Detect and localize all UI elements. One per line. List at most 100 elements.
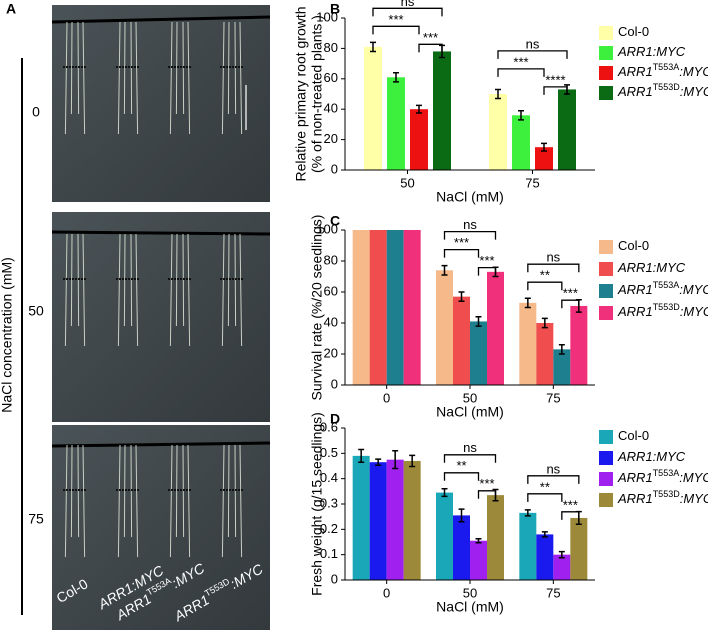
significance-label: *** — [423, 30, 438, 45]
x-axis-label: NaCl (mM) — [436, 599, 504, 615]
bar — [453, 515, 470, 580]
root — [175, 21, 178, 115]
significance-label: *** — [388, 12, 403, 27]
legend-swatch — [599, 472, 613, 486]
significance-label: ns — [401, 0, 415, 9]
legend-label: Col-0 — [618, 428, 649, 443]
superscript: T553D — [653, 489, 681, 499]
y-axis-label: NaCl concentration (mM) — [0, 257, 15, 413]
bar — [410, 109, 428, 170]
x-tick-label: 0 — [383, 390, 390, 405]
y-tick-label: 0.1 — [320, 546, 338, 561]
significance-bracket — [561, 511, 580, 520]
y-tick-label: 0.4 — [320, 470, 338, 485]
root — [117, 21, 121, 135]
significance-bracket — [527, 281, 563, 291]
significance-label: *** — [479, 476, 494, 491]
x-tick-label: 75 — [546, 390, 560, 405]
root — [187, 444, 191, 558]
root — [227, 21, 230, 115]
bar — [387, 77, 405, 170]
legend-label: ARR1:MYC — [617, 44, 686, 59]
superscript: T553D — [653, 82, 681, 92]
x-tick-label: 50 — [463, 390, 477, 405]
error-bar — [524, 509, 531, 517]
error-bar — [541, 531, 548, 538]
legend-label: Col-0 — [618, 238, 649, 253]
error-bar — [392, 450, 399, 470]
panel-label: A — [6, 1, 16, 17]
bar — [570, 517, 588, 580]
error-bar — [441, 488, 448, 498]
error-bar — [458, 291, 465, 303]
legend-label: ARR1T553A:MYC — [617, 280, 708, 297]
y-axis-label: Survival rate (%/20 seedlings) — [309, 215, 325, 401]
superscript: T553A — [653, 280, 680, 290]
significance-label: **** — [545, 72, 565, 87]
agar-line — [51, 230, 271, 236]
root — [227, 444, 230, 538]
y-tick-label: 60 — [324, 283, 338, 298]
root — [117, 444, 121, 558]
roots — [63, 21, 244, 558]
error-bar — [495, 88, 501, 100]
panel-label: D — [330, 411, 340, 427]
legend-label: Col-0 — [618, 24, 649, 39]
legend-label: ARR1:MYC — [617, 449, 686, 464]
x-tick-label: 50 — [463, 585, 477, 600]
bar — [386, 459, 404, 580]
legend-swatch — [599, 240, 613, 254]
error-bar — [458, 508, 465, 523]
root — [175, 233, 178, 327]
bar — [535, 147, 553, 170]
significance-bracket — [418, 43, 443, 53]
significance-bracket — [543, 86, 568, 95]
bar — [436, 492, 453, 580]
bar — [489, 94, 507, 170]
root — [64, 444, 68, 558]
x-axis-label: NaCl (mM) — [436, 404, 504, 420]
x-tick-label: 50 — [400, 175, 414, 190]
x-tick-label: 0 — [383, 585, 390, 600]
y-axis-label: (% of non-treated plants ) — [309, 15, 325, 173]
root — [227, 233, 230, 327]
bar — [364, 46, 382, 170]
root — [239, 21, 243, 135]
bar — [403, 460, 421, 580]
significance-bracket — [477, 267, 497, 276]
root — [64, 21, 68, 135]
legend-label: ARR1T553D:MYC — [617, 489, 708, 506]
y-tick-label: 100 — [316, 221, 338, 236]
root — [123, 21, 126, 115]
error-bar — [558, 550, 565, 559]
root — [221, 233, 225, 347]
significance-label: *** — [479, 253, 494, 268]
error-bar — [416, 104, 422, 114]
y-tick-label: 20 — [324, 131, 338, 146]
superscript: T553A — [653, 62, 680, 72]
legend-swatch — [599, 46, 613, 60]
legend-swatch — [599, 451, 613, 465]
agar-line — [51, 15, 271, 24]
significance-bracket — [561, 299, 580, 309]
bar — [352, 230, 370, 385]
root — [169, 233, 173, 347]
photo — [52, 425, 270, 630]
root — [239, 444, 243, 558]
root — [187, 233, 191, 347]
legend-swatch — [599, 430, 613, 444]
bar — [386, 230, 404, 385]
x-tick-label: 75 — [546, 585, 560, 600]
bar — [553, 349, 571, 385]
bar — [519, 512, 537, 580]
y-tick-label: 0.5 — [320, 445, 338, 460]
root — [82, 233, 86, 347]
bar — [369, 230, 387, 385]
root — [123, 444, 126, 538]
root — [187, 21, 191, 135]
y-axis-label: Relative primary root growth — [293, 6, 309, 181]
y-tick-label: 100 — [316, 9, 338, 24]
significance-bracket — [443, 249, 480, 258]
legend-label: ARR1T553D:MYC — [617, 302, 708, 319]
error-bar — [518, 109, 524, 121]
